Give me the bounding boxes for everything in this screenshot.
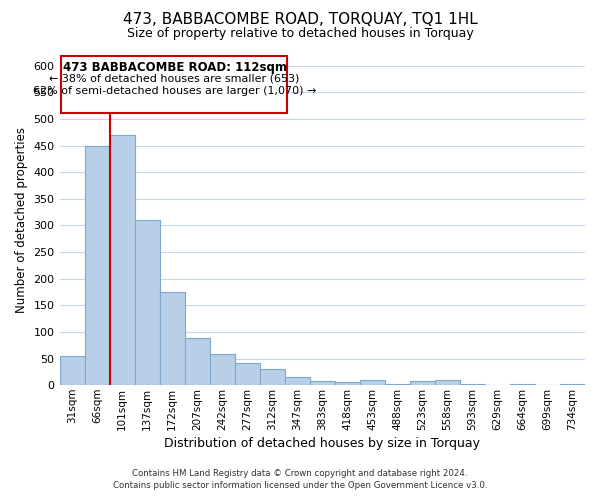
- Bar: [61, 56, 287, 112]
- Bar: [360, 380, 385, 385]
- X-axis label: Distribution of detached houses by size in Torquay: Distribution of detached houses by size …: [164, 437, 480, 450]
- Bar: [185, 338, 209, 385]
- Text: 62% of semi-detached houses are larger (1,070) →: 62% of semi-detached houses are larger (…: [33, 86, 316, 96]
- Bar: [134, 220, 160, 385]
- Text: Size of property relative to detached houses in Torquay: Size of property relative to detached ho…: [127, 28, 473, 40]
- Bar: [410, 381, 435, 385]
- Bar: [260, 369, 285, 385]
- Text: 473 BABBACOMBE ROAD: 112sqm: 473 BABBACOMBE ROAD: 112sqm: [62, 62, 287, 74]
- Bar: [385, 384, 410, 385]
- Bar: [110, 135, 134, 385]
- Bar: [59, 356, 85, 385]
- Bar: [460, 384, 485, 385]
- Text: 473, BABBACOMBE ROAD, TORQUAY, TQ1 1HL: 473, BABBACOMBE ROAD, TORQUAY, TQ1 1HL: [122, 12, 478, 28]
- Bar: [235, 363, 260, 385]
- Y-axis label: Number of detached properties: Number of detached properties: [15, 127, 28, 313]
- Bar: [335, 382, 360, 385]
- Bar: [560, 384, 585, 385]
- Bar: [510, 384, 535, 385]
- Text: Contains HM Land Registry data © Crown copyright and database right 2024.
Contai: Contains HM Land Registry data © Crown c…: [113, 468, 487, 490]
- Text: ← 38% of detached houses are smaller (653): ← 38% of detached houses are smaller (65…: [49, 74, 300, 84]
- Bar: [85, 146, 110, 385]
- Bar: [160, 292, 185, 385]
- Bar: [209, 354, 235, 385]
- Bar: [310, 381, 335, 385]
- Bar: [285, 377, 310, 385]
- Bar: [435, 380, 460, 385]
